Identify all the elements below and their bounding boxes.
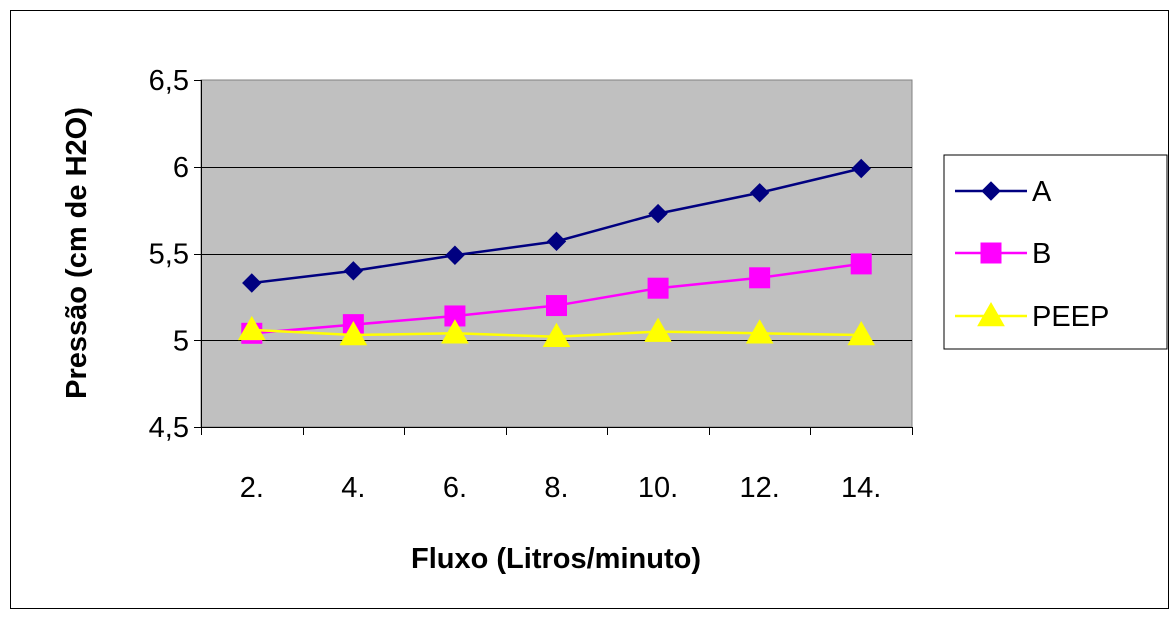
data-point [339, 321, 368, 346]
series-a [242, 158, 871, 293]
legend-label: A [1032, 176, 1052, 208]
data-point [745, 319, 774, 344]
data-point [847, 321, 876, 346]
data-point [542, 322, 571, 348]
data-point [445, 245, 465, 265]
data-point [546, 295, 567, 317]
data-point [237, 315, 266, 341]
data-point [648, 203, 668, 224]
y-tick-label: 5 [173, 325, 189, 357]
legend-item-b: B [955, 238, 1051, 270]
y-tick-label: 5,5 [149, 239, 189, 271]
y-axis-title: Pressão (cm de H2O) [61, 107, 93, 399]
data-point [441, 319, 469, 344]
y-tick-label: 6,5 [149, 65, 189, 97]
axes: 4,5 5 5,5 6 6,5 2. 4. 6. 8. 10. 12. 14. [149, 65, 913, 504]
y-tick-label: 4,5 [149, 412, 189, 444]
series-peep [237, 315, 876, 348]
series-layer [237, 158, 876, 348]
data-point [749, 183, 770, 203]
legend: AB PEEP [943, 154, 1168, 350]
x-axis-title: Fluxo (Litros/minuto) [411, 543, 701, 575]
data-point [647, 277, 669, 299]
x-tick-label: 10. [638, 472, 678, 504]
legend-item-peep: PEEP [955, 301, 1109, 333]
data-point [343, 261, 364, 281]
legend-label: B [1032, 238, 1051, 270]
data-point [242, 273, 262, 293]
x-tick-label: 12. [739, 472, 779, 504]
data-point [546, 231, 567, 252]
x-tick-label: 2. [240, 472, 264, 504]
x-tick-label: 14. [841, 472, 881, 504]
data-point [644, 317, 672, 342]
y-tick-label: 6 [173, 152, 189, 184]
legend-swatch-marker [977, 301, 1005, 327]
x-tick-label: 4. [341, 472, 365, 504]
data-point [851, 158, 871, 179]
legend-swatch-marker [981, 181, 1001, 201]
data-point [850, 253, 872, 275]
plot-area [200, 79, 913, 428]
x-tick-label: 8. [544, 472, 568, 504]
data-point [749, 267, 771, 289]
legend-swatch-marker [980, 242, 1002, 264]
legend-label: PEEP [1032, 301, 1109, 333]
legend-item-a: A [955, 176, 1052, 208]
x-tick-label: 6. [443, 472, 467, 504]
